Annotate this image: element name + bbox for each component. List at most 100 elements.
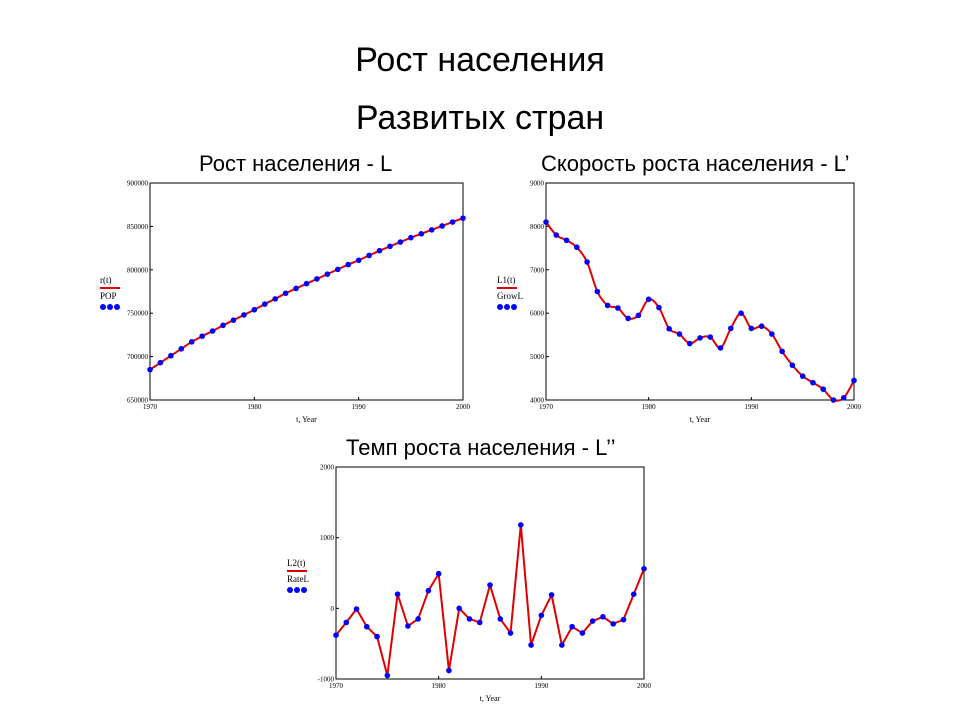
data-point (418, 230, 425, 237)
data-point (589, 618, 596, 624)
legend: L1(t) GrowL (497, 275, 523, 310)
data-point (697, 335, 703, 341)
x-tick-label: 1970 (329, 682, 344, 690)
series-line (545, 221, 855, 402)
y-tick-label: 900000 (127, 180, 149, 188)
data-point (487, 582, 493, 588)
data-point (518, 522, 524, 528)
data-point (656, 304, 662, 311)
data-point (303, 280, 310, 287)
data-point (408, 234, 414, 241)
data-point (449, 219, 456, 225)
data-point (355, 257, 362, 264)
data-point (293, 285, 299, 292)
legend-point-swatch (497, 304, 503, 310)
data-point (209, 328, 216, 334)
data-point (387, 243, 393, 250)
data-point (758, 323, 765, 330)
x-axis-label: t, Year (690, 415, 711, 424)
y-tick-label: 650000 (127, 397, 149, 405)
data-point (604, 302, 611, 309)
data-point (820, 386, 826, 392)
data-point (405, 623, 411, 629)
data-point (314, 276, 320, 282)
legend-point-label: POP (100, 291, 117, 301)
x-tick-label: 1990 (534, 682, 549, 690)
data-point (335, 266, 341, 273)
x-tick-label: 2000 (456, 403, 471, 411)
legend-line-label: L1(t) (497, 275, 516, 285)
x-tick-label: 1990 (352, 403, 367, 411)
chart-title-population: Рост населения - L (199, 151, 393, 176)
data-point (460, 215, 466, 221)
data-point (563, 237, 570, 244)
data-point (353, 606, 360, 612)
legend-point-swatch (294, 587, 300, 593)
y-tick-label: -1000 (318, 676, 335, 684)
legend-point-swatch (114, 304, 120, 310)
data-point (446, 667, 452, 674)
data-point (615, 305, 621, 311)
data-point (425, 587, 432, 594)
data-point (476, 619, 483, 626)
y-tick-label: 8000 (530, 223, 545, 231)
data-point (543, 219, 549, 225)
y-tick-label: 9000 (530, 180, 545, 188)
data-point (397, 239, 404, 245)
data-point (199, 333, 205, 340)
legend-point-swatch (511, 304, 517, 310)
data-point (707, 334, 714, 340)
data-point (241, 312, 247, 318)
plot-frame (335, 466, 645, 680)
data-point (497, 616, 504, 622)
y-tick-label: 2000 (320, 464, 335, 472)
series-line (149, 217, 464, 371)
legend-point-swatch (100, 304, 106, 310)
data-point (364, 623, 370, 630)
data-point (220, 322, 226, 329)
data-point (456, 605, 463, 612)
data-point (574, 244, 580, 251)
data-point (748, 325, 755, 332)
y-tick-label: 0 (331, 605, 335, 613)
y-tick-label: 5000 (530, 353, 545, 361)
data-point (620, 616, 627, 623)
data-point (641, 565, 647, 572)
x-tick-label: 1970 (539, 403, 554, 411)
plot-frame (149, 182, 464, 401)
y-tick-label: 1000 (320, 534, 335, 542)
data-point (366, 252, 372, 259)
data-point (538, 612, 545, 619)
y-tick-label: 700000 (127, 353, 149, 361)
y-tick-label: 4000 (530, 397, 545, 405)
y-tick-label: 800000 (127, 266, 149, 274)
data-point (789, 362, 796, 369)
data-point (188, 339, 195, 345)
data-point (528, 642, 534, 648)
data-point (251, 306, 258, 313)
data-point (584, 259, 590, 265)
data-point (394, 591, 401, 597)
x-tick-label: 1980 (247, 403, 262, 411)
data-point (799, 373, 806, 379)
data-point (810, 379, 816, 386)
data-point (230, 317, 237, 323)
x-axis-label: t, Year (480, 694, 501, 703)
x-tick-label: 2000 (847, 403, 862, 411)
y-tick-label: 750000 (127, 310, 149, 318)
data-point (324, 271, 331, 277)
legend: r(t) POP (100, 275, 120, 310)
data-point (435, 570, 442, 577)
chart-growth-speed: 4000 5000 6000 7000 8000 9000 1970 1980 1990 2000… (497, 180, 862, 424)
data-point (345, 261, 352, 268)
data-point (666, 326, 672, 332)
legend-point-swatch (287, 587, 293, 593)
x-tick-label: 1990 (744, 403, 759, 411)
legend-point-swatch (504, 304, 510, 310)
y-tick-label: 6000 (530, 310, 545, 318)
series-line (335, 523, 645, 677)
data-point (415, 616, 421, 622)
data-point (600, 614, 606, 620)
data-point (779, 348, 785, 355)
